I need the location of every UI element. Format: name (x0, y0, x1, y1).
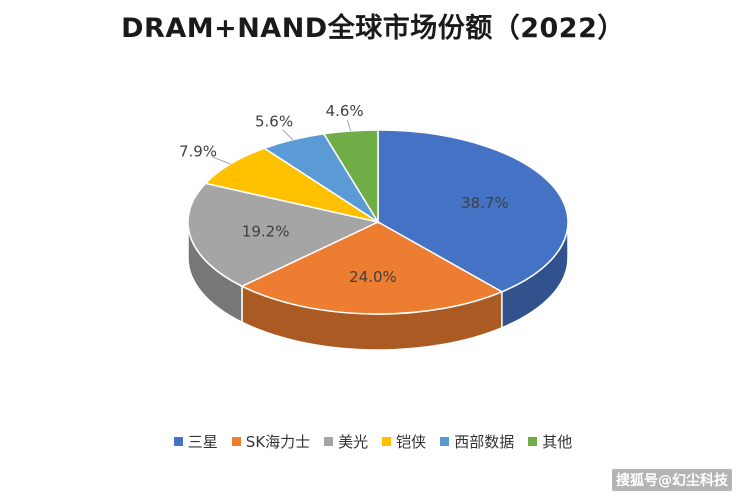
data-label: 38.7% (461, 194, 509, 212)
legend-swatch (173, 437, 183, 446)
leader-line (282, 129, 294, 141)
data-label: 7.9% (179, 142, 217, 160)
legend-item-kioxia: 铠侠 (382, 431, 426, 452)
data-label: 24.0% (349, 268, 397, 286)
legend-label: 其他 (542, 433, 573, 451)
legend-swatch (324, 437, 334, 446)
data-label: 5.6% (255, 113, 293, 131)
watermark: 搜狐号@幻尘科技 (612, 469, 732, 491)
legend-item-sk-hynix: SK海力士 (231, 431, 311, 452)
leader-line (346, 119, 352, 132)
pie-slice (240, 221, 504, 315)
legend-item-micron: 美光 (324, 431, 368, 452)
data-label: 19.2% (242, 222, 290, 240)
legend-label: 三星 (187, 433, 218, 451)
pie-slice (377, 129, 569, 293)
legend-swatch (231, 437, 241, 446)
pie-slice (204, 147, 379, 223)
data-label: 4.6% (326, 102, 364, 120)
legend-swatch (382, 437, 392, 446)
legend-label: 西部数据 (454, 433, 515, 451)
legend-label: 美光 (338, 433, 369, 451)
legend-item-western-digital: 西部数据 (440, 431, 514, 452)
leader-line (212, 156, 231, 165)
pie-slice (322, 129, 379, 225)
legend-item-samsung: 三星 (173, 431, 218, 452)
legend-item-other: 其他 (528, 431, 572, 452)
pie-slice (187, 182, 381, 288)
legend-swatch (440, 437, 450, 446)
legend-label: SK海力士 (245, 433, 311, 451)
legend: 三星 SK海力士 美光 铠侠 西部数据 其他 (0, 431, 746, 452)
chart-title: DRAM+NAND全球市场份额（2022） (121, 13, 625, 44)
legend-label: 铠侠 (396, 433, 427, 451)
legend-swatch (528, 437, 538, 446)
